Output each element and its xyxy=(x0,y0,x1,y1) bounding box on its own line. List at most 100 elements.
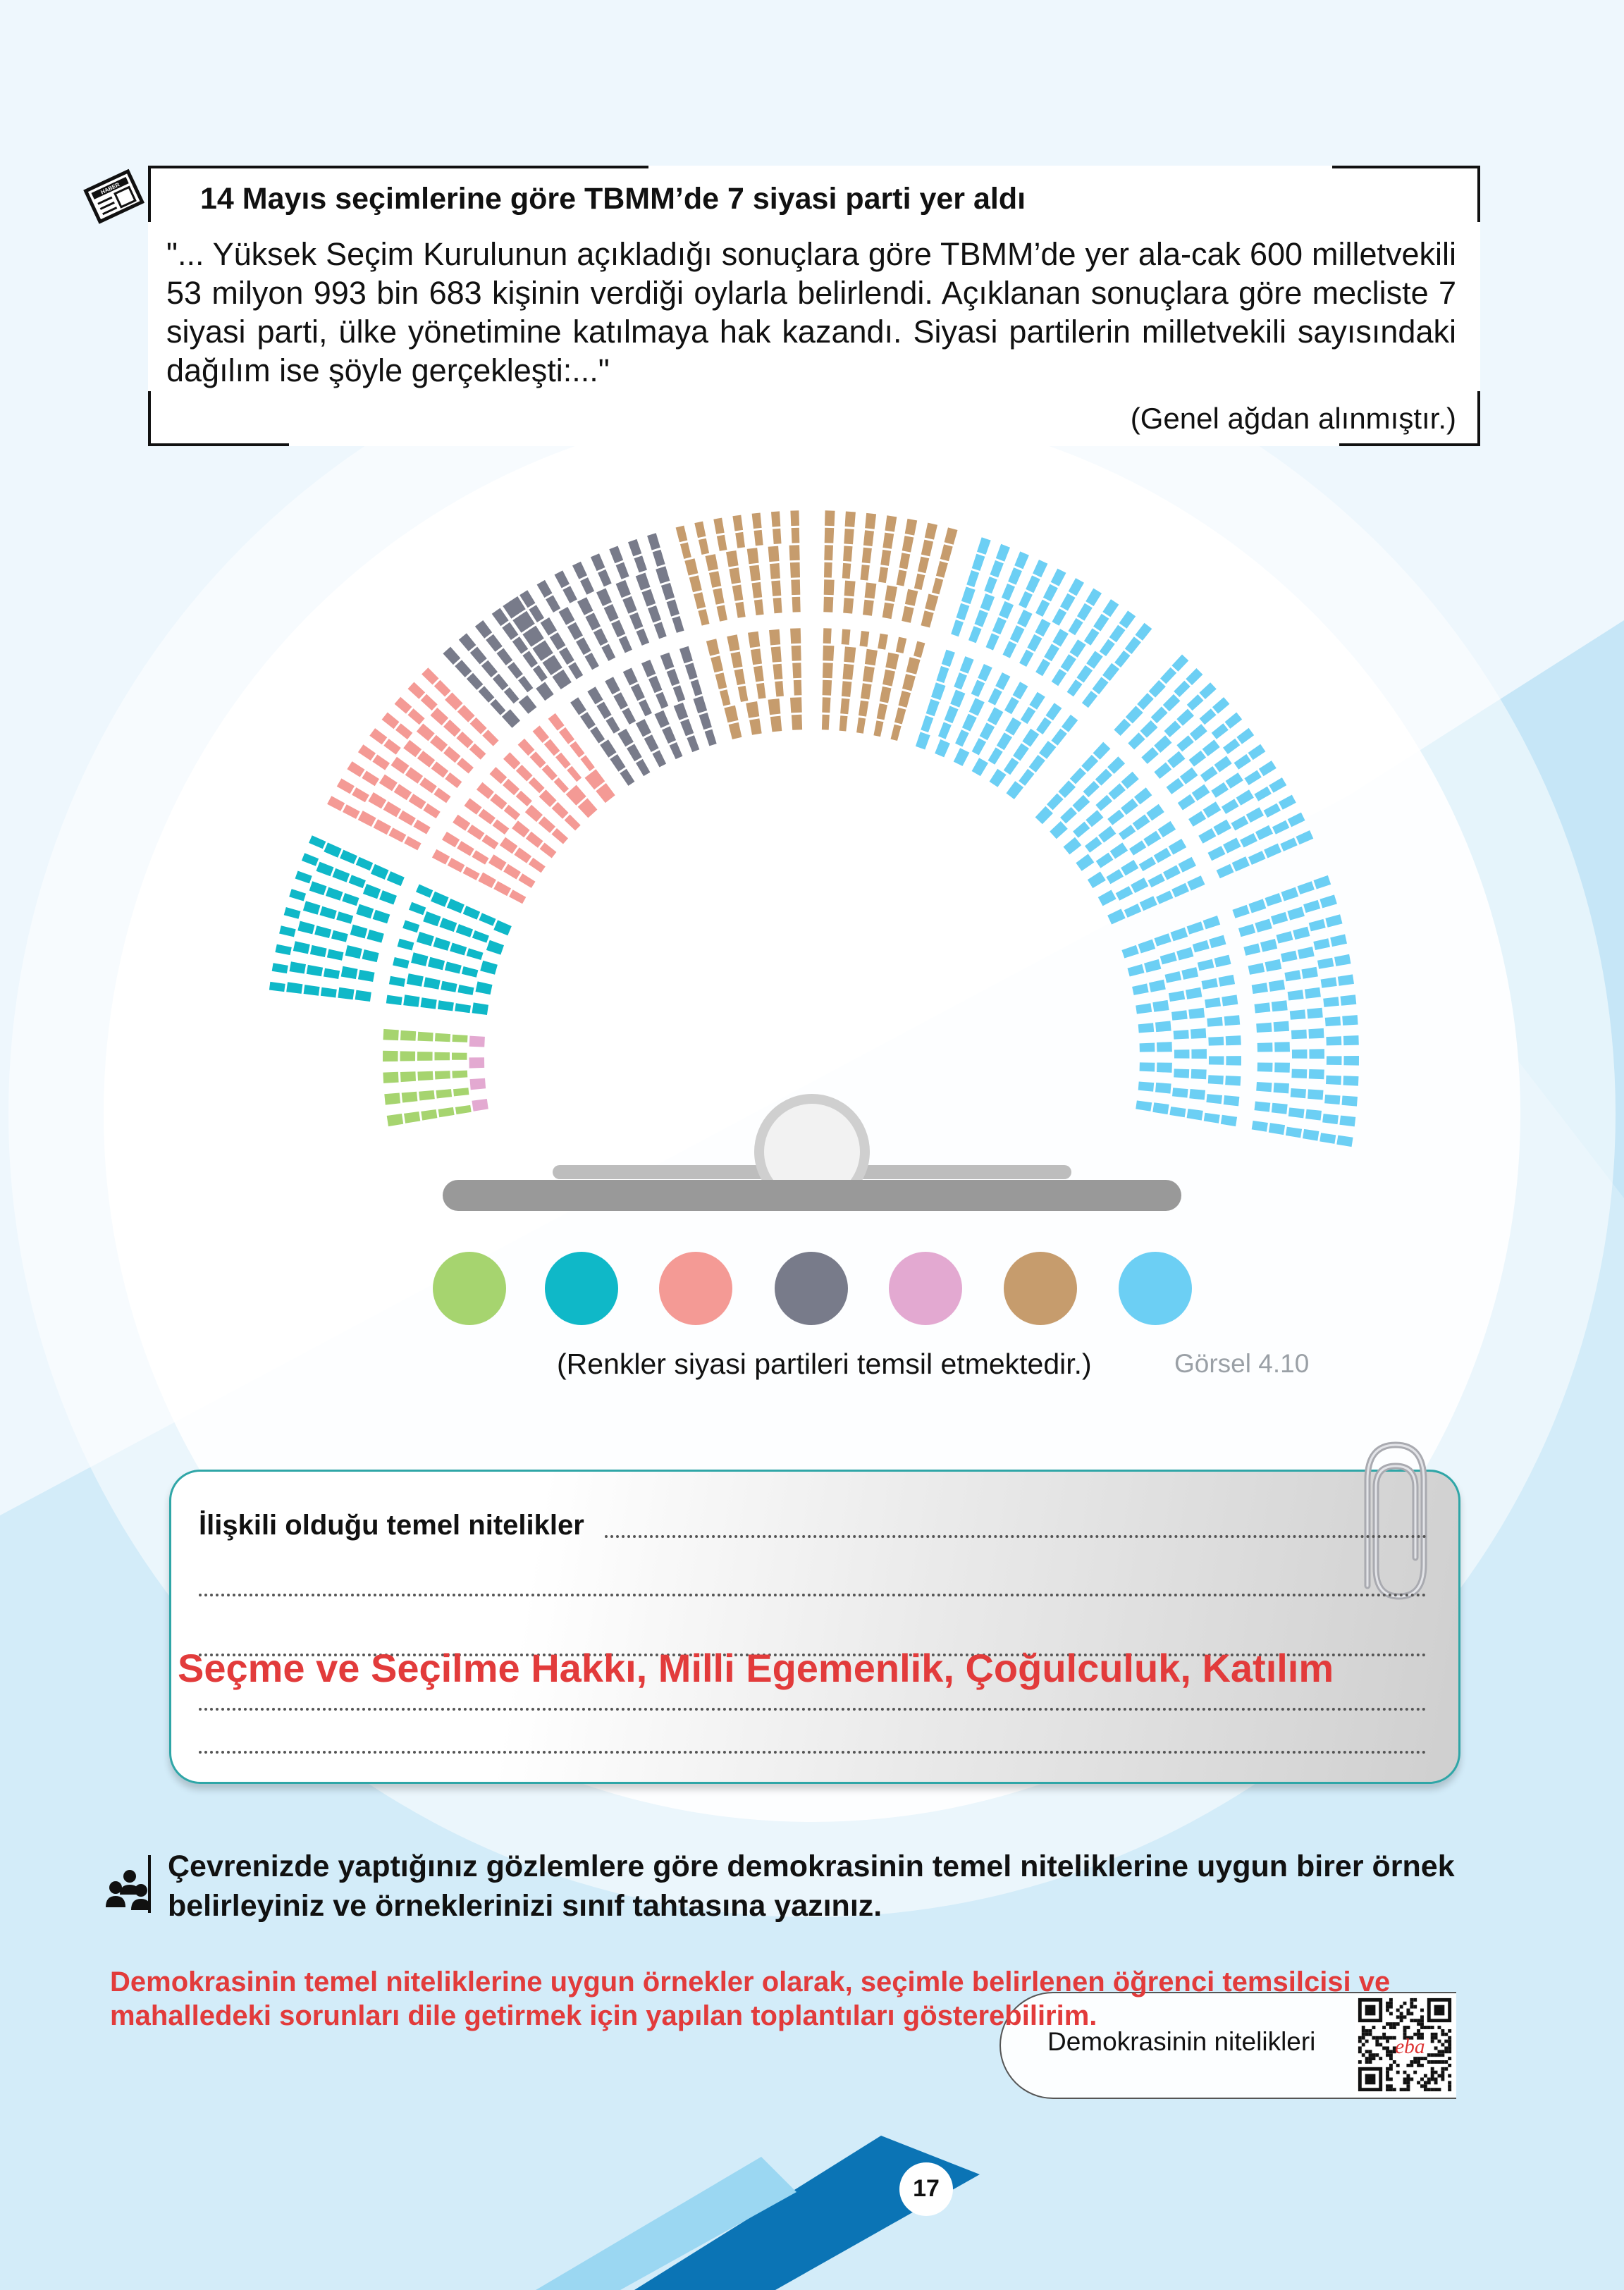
seat-306 xyxy=(567,622,583,640)
seat-235 xyxy=(567,765,582,782)
qr-code-icon[interactable]: eba xyxy=(1355,1995,1455,2095)
seat-736 xyxy=(1186,921,1204,935)
seat-18 xyxy=(421,1109,438,1121)
seat-591 xyxy=(1098,825,1116,843)
seat-232 xyxy=(584,769,605,790)
seat-46 xyxy=(446,898,465,913)
seat-98 xyxy=(302,901,321,915)
seat-518 xyxy=(1035,658,1051,677)
seat-356 xyxy=(730,651,743,669)
seat-121 xyxy=(514,847,532,863)
seat-622 xyxy=(1216,863,1234,879)
seat-552 xyxy=(1124,636,1141,654)
seat-250 xyxy=(636,758,651,777)
seat-531 xyxy=(974,610,988,627)
seat-200 xyxy=(327,796,345,811)
seat-104 xyxy=(301,853,319,866)
seat-557 xyxy=(1042,584,1058,602)
seat-114 xyxy=(539,842,557,858)
seat-143 xyxy=(447,858,465,873)
seat-16 xyxy=(417,1071,433,1081)
seat-628 xyxy=(1154,762,1172,779)
seat-500 xyxy=(1036,717,1052,734)
seat-209 xyxy=(490,698,506,715)
seat-344 xyxy=(775,681,784,697)
seat-679 xyxy=(1269,777,1287,793)
seat-572 xyxy=(1107,909,1126,925)
seat-601 xyxy=(1095,794,1113,811)
seat-294 xyxy=(648,605,661,623)
seat-127 xyxy=(499,837,518,854)
seat-42 xyxy=(450,942,467,956)
seat-539 xyxy=(999,601,1014,619)
seat-318 xyxy=(634,555,647,573)
seat-739 xyxy=(1225,1076,1241,1086)
seat-367 xyxy=(716,605,727,622)
activity-answer: Demokrasinin temel niteliklerine uygun ö… xyxy=(110,1966,1391,2031)
seat-674 xyxy=(1174,680,1191,697)
seat-522 xyxy=(968,626,982,644)
seat-345 xyxy=(756,682,766,699)
answer-line-4 xyxy=(199,1708,1427,1711)
seat-710 xyxy=(1173,1030,1189,1040)
seat-777 xyxy=(1291,1029,1307,1040)
seat-729 xyxy=(1208,1056,1224,1065)
seat-733 xyxy=(1201,978,1218,990)
seat-812 xyxy=(1336,1135,1353,1147)
seat-58 xyxy=(416,884,433,898)
seat-549 xyxy=(1001,583,1015,601)
seat-598 xyxy=(1129,840,1147,856)
seat-131 xyxy=(515,790,532,807)
seat-491 xyxy=(925,698,940,717)
seat-368 xyxy=(698,609,710,626)
seat-288 xyxy=(618,636,632,653)
qr-link-label[interactable]: Demokrasinin nitelikleri xyxy=(1047,2027,1316,2056)
seat-271 xyxy=(684,663,698,680)
seat-126 xyxy=(512,820,530,838)
seat-768 xyxy=(1265,959,1282,972)
seat-213 xyxy=(492,673,509,691)
seat-265 xyxy=(672,685,686,702)
seat-565 xyxy=(1085,588,1102,606)
seat-451 xyxy=(935,561,948,578)
seat-102 xyxy=(286,982,303,994)
seat-678 xyxy=(1278,794,1296,810)
seat-70 xyxy=(357,969,375,982)
seat-198 xyxy=(347,761,365,777)
seat-66 xyxy=(379,890,397,905)
seat-36 xyxy=(466,948,484,960)
seat-646 xyxy=(1211,782,1229,798)
seat-700 xyxy=(1157,1042,1172,1052)
seat-59 xyxy=(409,901,426,916)
card-answer: Seçme ve Seçilme Hakkı, Milli Egemenlik,… xyxy=(178,1646,1334,1690)
seat-488 xyxy=(979,722,995,741)
seat-422 xyxy=(885,652,899,670)
seat-741 xyxy=(1225,1035,1241,1046)
seat-92 xyxy=(309,944,327,957)
seat-776 xyxy=(1291,1049,1308,1059)
seat-164 xyxy=(408,794,426,810)
seat-110 xyxy=(271,963,288,974)
seat-116 xyxy=(518,873,536,888)
seat-804 xyxy=(1324,1016,1341,1027)
seat-225 xyxy=(509,596,526,615)
seat-486 xyxy=(1013,743,1029,761)
seat-229 xyxy=(443,646,461,665)
seat-464 xyxy=(824,527,835,543)
seat-223 xyxy=(469,646,487,665)
seat-339 xyxy=(790,697,802,713)
seat-654 xyxy=(1255,825,1274,840)
seat-740 xyxy=(1226,1056,1241,1066)
seat-764 xyxy=(1274,1042,1290,1052)
seat-360 xyxy=(748,631,761,648)
seat-728 xyxy=(1207,1075,1224,1085)
seat-179 xyxy=(390,756,410,774)
seat-813 xyxy=(1339,1115,1356,1127)
seat-711 xyxy=(1171,1010,1188,1021)
seat-758 xyxy=(1238,923,1256,937)
seat-574 xyxy=(1087,871,1106,889)
seat-6 xyxy=(452,1070,468,1078)
seat-781 xyxy=(1281,950,1298,963)
seat-311 xyxy=(615,579,631,598)
seat-743 xyxy=(1222,995,1238,1007)
